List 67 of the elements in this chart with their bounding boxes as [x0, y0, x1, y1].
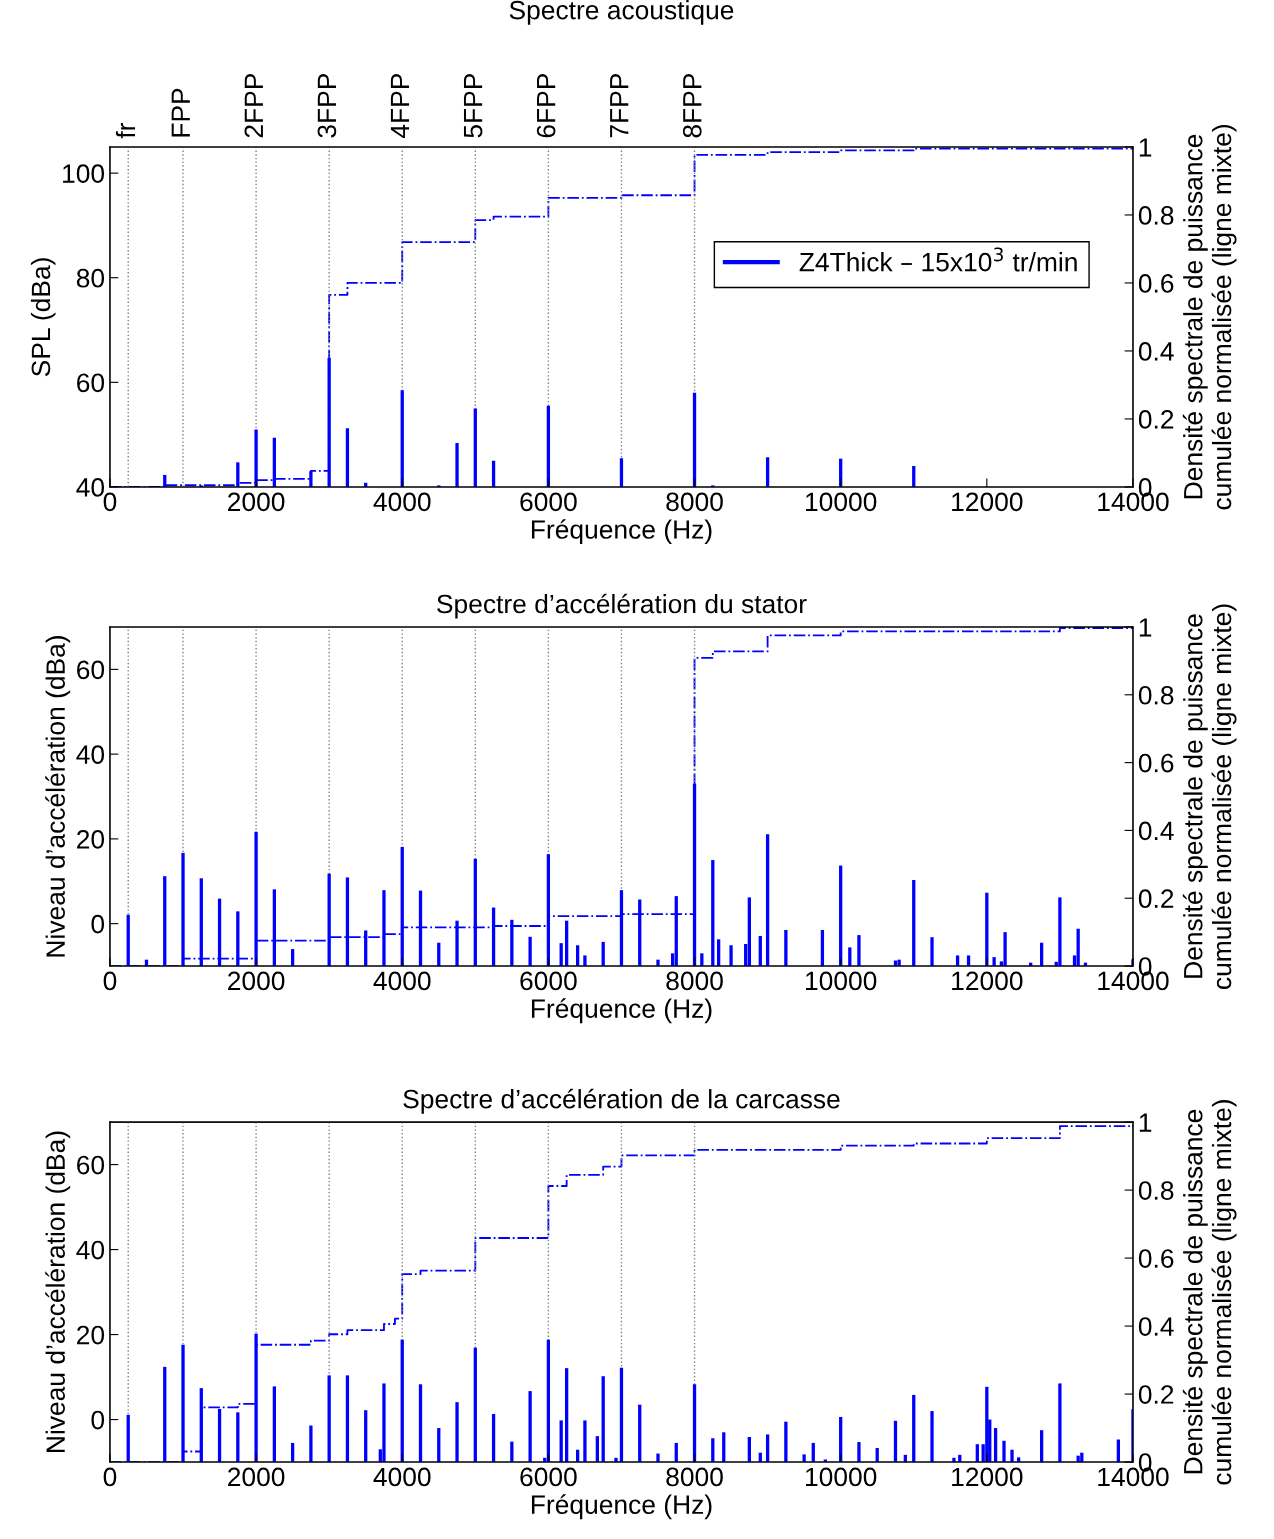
- y-tick-label: 100: [63, 164, 105, 183]
- y2-tick-label: 0.8: [1138, 685, 1174, 705]
- x-tick-label: 8000: [666, 492, 723, 512]
- x-axis-title: Fréquence (Hz): [531, 519, 712, 545]
- ref-line-label: 5FPP: [463, 74, 483, 138]
- y-tick-label: 20: [77, 830, 105, 849]
- legend-label: Z4Thick – 15x10$^{3}$ tr/min: [799, 247, 1077, 272]
- x-tick-label: 6000: [520, 1467, 577, 1487]
- ref-line-label: 2FPP: [244, 74, 263, 138]
- ref-line-label: 6FPP: [536, 74, 556, 138]
- y2-tick-label: 1: [1139, 138, 1152, 157]
- y2-tick-label: 0.4: [1138, 1317, 1174, 1336]
- x-tick-label: 2000: [228, 971, 285, 991]
- y2-tick-label: 0.6: [1138, 1249, 1174, 1268]
- ref-line-label: 8FPP: [682, 74, 702, 138]
- x-axis-title: Fréquence (Hz): [531, 998, 712, 1024]
- y-axis-title: Niveau d’accélération (dBa): [45, 1131, 71, 1452]
- chart-title: Spectre d’accélération de la carcasse: [403, 1088, 840, 1114]
- y2-tick-label: 0.6: [1138, 753, 1174, 773]
- x-tick-label: 10000: [806, 971, 877, 991]
- y2-tick-label: 0.8: [1138, 1181, 1174, 1200]
- y-axis-title: Niveau d’accélération (dBa): [45, 636, 71, 957]
- y2-axis-title: Densité spectrale de puissance cumulée normalisée (ligne mixte): [1182, 124, 1237, 510]
- y-tick-label: 0: [91, 914, 105, 934]
- y2-tick-label: 1: [1139, 1113, 1152, 1132]
- y2-tick-label: 0.4: [1138, 821, 1174, 841]
- ref-line-label: FPP: [171, 88, 190, 137]
- chart-title: Spectre d’accélération du stator: [437, 593, 807, 619]
- x-tick-label: 10000: [806, 492, 877, 512]
- x-tick-label: 8000: [666, 1467, 723, 1487]
- x-tick-label: 12000: [952, 971, 1023, 991]
- y-tick-label: 80: [76, 268, 105, 288]
- y2-tick-label: 0.2: [1138, 1385, 1174, 1404]
- x-tick-label: 10000: [806, 1467, 877, 1487]
- y-tick-label: 20: [77, 1325, 105, 1345]
- ref-line-label: 3FPP: [317, 74, 337, 138]
- x-axis-title: Fréquence (Hz): [531, 1494, 712, 1520]
- x-tick-label: 12000: [952, 492, 1023, 512]
- y-tick-label: 40: [76, 745, 105, 764]
- x-tick-label: 2000: [228, 492, 285, 512]
- x-tick-label: 6000: [520, 971, 577, 991]
- y-tick-label: 60: [77, 1155, 105, 1175]
- x-tick-label: 6000: [520, 492, 577, 512]
- y2-axis-title: Densité spectrale de puissance cumulée normalisée (ligne mixte): [1182, 604, 1237, 989]
- y-axis-title: SPL (dBa): [30, 258, 56, 377]
- y-tick-label: 0: [91, 1410, 105, 1430]
- ref-line-label: 4FPP: [390, 74, 410, 139]
- y2-tick-label: 0.2: [1138, 410, 1174, 429]
- ref-line-label: fr: [115, 122, 136, 139]
- y2-tick-label: 0.4: [1138, 342, 1174, 361]
- y-tick-label: 40: [76, 1240, 105, 1260]
- y2-axis-title: Densité spectrale de puissance cumulée normalisée (ligne mixte): [1182, 1100, 1237, 1485]
- x-tick-label: 4000: [373, 1467, 431, 1487]
- y-tick-label: 60: [77, 660, 105, 680]
- x-tick-label: 8000: [666, 971, 723, 991]
- x-tick-label: 2000: [228, 1467, 285, 1487]
- ref-line-label: 7FPP: [610, 74, 629, 138]
- chart-title: Spectre acoustique: [509, 0, 734, 25]
- y2-tick-label: 0.2: [1138, 889, 1174, 909]
- y-tick-label: 40: [76, 478, 105, 497]
- y2-tick-label: 1: [1139, 618, 1152, 637]
- x-tick-label: 4000: [373, 492, 431, 512]
- y-tick-label: 60: [77, 373, 105, 393]
- x-tick-label: 12000: [952, 1467, 1023, 1487]
- y2-tick-label: 0.8: [1138, 206, 1174, 225]
- x-tick-label: 4000: [373, 971, 431, 991]
- y2-tick-label: 0.6: [1138, 274, 1174, 293]
